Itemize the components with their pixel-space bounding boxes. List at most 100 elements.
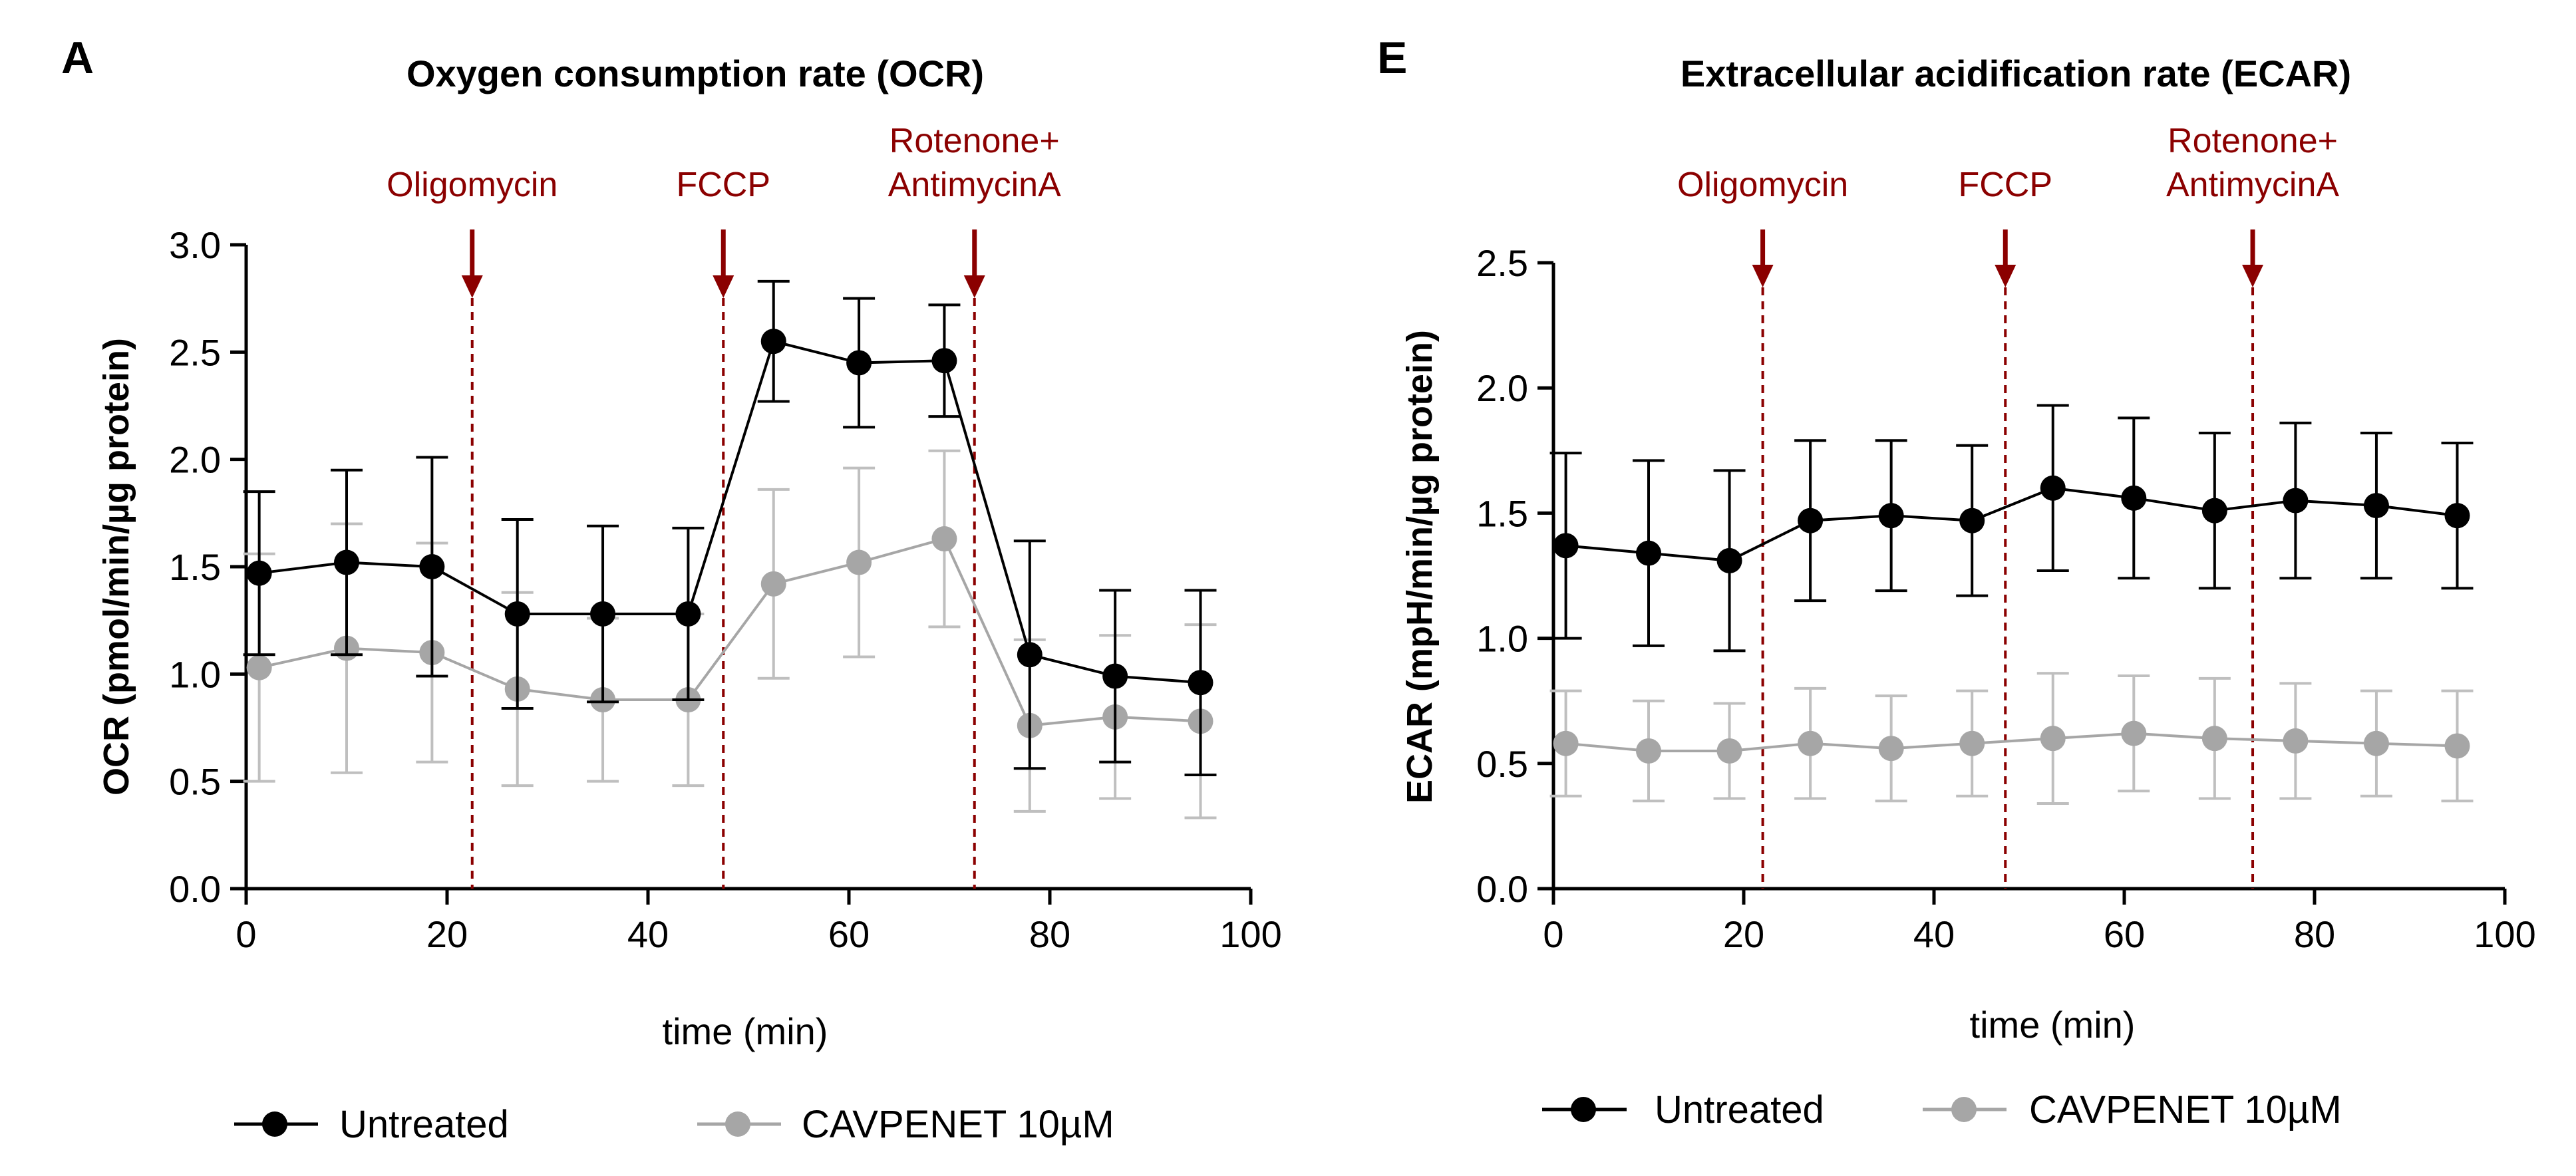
legend-label: CAVPENET 10µM [802, 1103, 1114, 1146]
data-point [1553, 730, 1579, 756]
legend-marker [1571, 1097, 1596, 1122]
injection-label: AntimycinA [888, 166, 1061, 204]
injection-arrow-head [1995, 265, 2016, 287]
data-point [1878, 736, 1904, 762]
legend-label: Untreated [339, 1103, 509, 1146]
x-axis-label: time (min) [663, 1010, 828, 1052]
injection-arrow-head [963, 275, 985, 298]
data-point [504, 601, 530, 627]
series-line [1565, 486, 2458, 562]
data-point [590, 601, 616, 627]
data-point [760, 329, 786, 355]
data-point [2444, 733, 2470, 759]
y-axis-label: ECAR (mpH/min/µg protein) [1400, 330, 1440, 804]
panel-label: A [61, 33, 94, 83]
data-point [2363, 493, 2389, 519]
data-point [2040, 475, 2066, 501]
data-point [2283, 728, 2309, 754]
data-point [2444, 503, 2470, 529]
injection-label: FCCP [1958, 166, 2052, 204]
injection-arrow-head [713, 275, 734, 298]
ocr-panel: A Oxygen consumption rate (OCR) 0.0 0.5 1.0 1… [61, 33, 1282, 1146]
data-point [419, 554, 445, 579]
data-point [246, 560, 272, 586]
data-point [846, 350, 872, 376]
data-point [2363, 730, 2389, 756]
data-point [2283, 488, 2309, 514]
data-point [1959, 730, 1985, 756]
x-tick-label: 80 [2294, 913, 2335, 955]
y-tick-label: 1.5 [1476, 492, 1528, 534]
chart-title: Oxygen consumption rate (OCR) [406, 53, 984, 94]
data-point [1017, 642, 1043, 668]
injection-label: Rotenone+ [2168, 122, 2338, 160]
y-tick-label: 2.0 [1476, 367, 1528, 409]
x-tick-label: 40 [627, 913, 669, 955]
injection-label: Oligomycin [1677, 166, 1848, 204]
data-point [1716, 547, 1742, 573]
x-tick-label: 100 [2474, 913, 2535, 955]
chart-title: Extracellular acidification rate (ECAR) [1681, 53, 2351, 94]
x-tick-label: 20 [1723, 913, 1764, 955]
data-point [675, 601, 701, 627]
legend-label: Untreated [1655, 1088, 1824, 1131]
x-tick-label: 100 [1219, 913, 1281, 955]
y-tick-label: 0.5 [169, 761, 221, 803]
x-tick-label: 80 [1029, 913, 1070, 955]
legend-marker [1951, 1097, 1977, 1122]
injection-arrow-head [1752, 265, 1774, 287]
ecar-panel: E Extracellular acidification rate (ECAR)… [1377, 33, 2536, 1131]
data-point [2121, 720, 2147, 746]
series-line [1565, 732, 2458, 752]
y-tick-label: 3.0 [169, 224, 221, 266]
data-point [931, 348, 957, 374]
x-tick-label: 40 [1913, 913, 1955, 955]
x-axis-label: time (min) [1970, 1004, 2136, 1046]
data-point [1716, 738, 1742, 764]
legend-label: CAVPENET 10µM [2029, 1088, 2342, 1131]
y-tick-label: 0.0 [1476, 868, 1528, 910]
panel-label: E [1377, 33, 1407, 83]
legend-marker [262, 1111, 287, 1137]
y-tick-label: 1.5 [169, 546, 221, 588]
injection-label: FCCP [676, 166, 770, 204]
legend-marker [725, 1111, 750, 1137]
y-tick-label: 1.0 [1476, 618, 1528, 660]
x-tick-label: 0 [1543, 913, 1563, 955]
injection-arrow-head [2242, 265, 2264, 287]
y-tick-label: 1.0 [169, 653, 221, 695]
data-point [2201, 498, 2227, 523]
data-point [931, 526, 957, 552]
data-point [1878, 503, 1904, 529]
x-tick-label: 20 [426, 913, 468, 955]
data-point [2201, 726, 2227, 752]
injection-label: Rotenone+ [889, 122, 1060, 160]
series-line [259, 339, 1201, 684]
y-tick-label: 2.0 [169, 439, 221, 481]
data-point [1553, 533, 1579, 559]
y-tick-label: 0.5 [1476, 743, 1528, 785]
data-point [1636, 540, 1661, 566]
injection-label: AntimycinA [2166, 166, 2339, 204]
y-tick-label: 2.5 [1476, 242, 1528, 284]
data-point [1636, 738, 1661, 764]
data-point [246, 655, 272, 680]
data-point [760, 571, 786, 597]
x-tick-label: 60 [2104, 913, 2145, 955]
x-tick-label: 0 [236, 913, 256, 955]
data-point [2040, 726, 2066, 752]
data-point [1102, 663, 1128, 689]
injection-arrow-head [461, 275, 483, 298]
y-tick-label: 0.0 [169, 868, 221, 910]
data-point [1959, 508, 1985, 533]
data-point [2121, 485, 2147, 511]
y-tick-label: 2.5 [169, 331, 221, 373]
data-point [1798, 730, 1824, 756]
data-point [1798, 508, 1824, 533]
injection-label: Oligomycin [387, 166, 558, 204]
data-point [334, 549, 359, 575]
x-tick-label: 60 [828, 913, 870, 955]
data-point [846, 549, 872, 575]
